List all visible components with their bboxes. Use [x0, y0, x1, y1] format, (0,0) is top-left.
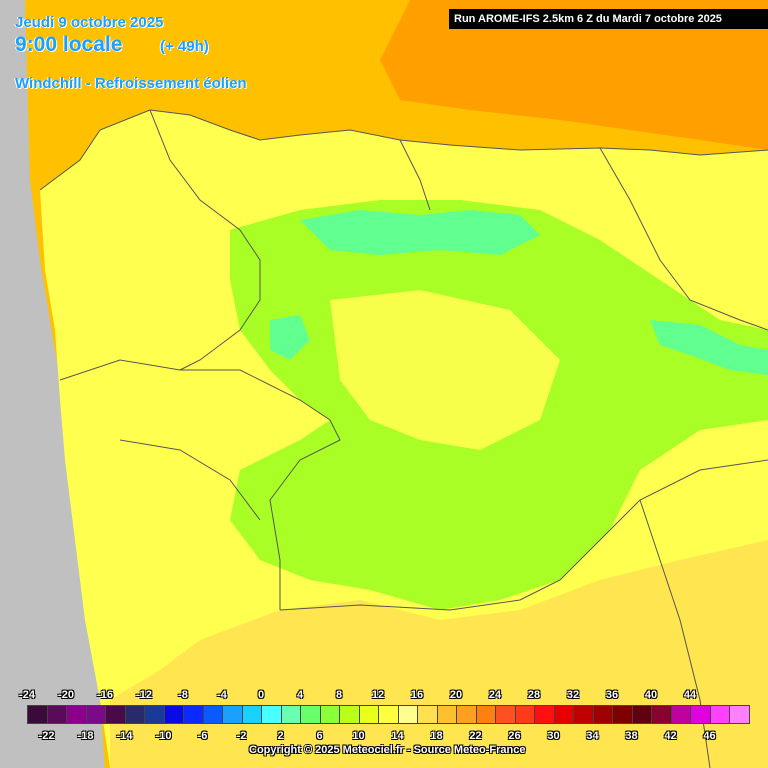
legend-swatch	[514, 705, 535, 724]
legend-label-bottom: -10	[155, 730, 172, 742]
legend-swatch	[300, 705, 321, 724]
legend-label-top: 28	[527, 689, 541, 701]
legend-swatch	[592, 705, 613, 724]
legend-label-top: 20	[449, 689, 463, 701]
legend-label-top: -8	[178, 689, 188, 701]
cold-patch-north	[300, 210, 540, 255]
legend-label-bottom: 10	[352, 730, 365, 742]
legend-label-bottom: 30	[547, 730, 560, 742]
legend-swatch	[631, 705, 652, 724]
legend-label-top: 0	[257, 689, 265, 701]
legend-swatch	[280, 705, 301, 724]
legend-swatch	[456, 705, 477, 724]
cold-patch-east	[650, 320, 768, 375]
legend-label-bottom: 18	[430, 730, 443, 742]
legend-swatch	[261, 705, 282, 724]
legend-swatch	[670, 705, 691, 724]
forecast-lead-time: (+ 49h)	[160, 38, 209, 55]
legend-label-top: 40	[644, 689, 658, 701]
cold-patch-west	[270, 315, 310, 360]
legend-swatch	[124, 705, 145, 724]
legend-swatch	[417, 705, 438, 724]
legend-swatch	[475, 705, 496, 724]
forecast-date: Jeudi 9 octobre 2025	[15, 14, 164, 31]
legend-swatch	[651, 705, 672, 724]
legend-swatch	[46, 705, 67, 724]
warm-sea-area	[380, 0, 768, 150]
legend-swatch	[553, 705, 574, 724]
legend-label-bottom: -6	[197, 730, 208, 742]
legend-label-bottom: 26	[508, 730, 521, 742]
yellow-center	[330, 290, 560, 450]
legend-swatch	[690, 705, 711, 724]
legend-label-top: 16	[410, 689, 424, 701]
legend-label-top: -4	[217, 689, 227, 701]
legend-label-bottom: 22	[469, 730, 482, 742]
legend-swatch	[573, 705, 594, 724]
run-info-banner: Run AROME-IFS 2.5km 6 Z du Mardi 7 octob…	[449, 9, 768, 29]
legend-label-top: -12	[136, 689, 152, 701]
legend-swatch	[105, 705, 126, 724]
copyright-text: Copyright © 2025 Meteociel.fr - Source M…	[249, 744, 526, 756]
legend-swatch	[144, 705, 165, 724]
legend-swatch	[612, 705, 633, 724]
parameter-name: Windchill - Refroissement éolien	[15, 75, 247, 92]
color-legend: -24 -20 -16 -12 -8 -4 0 4 8 12 16 20 24 28 32 36 40 44 -22…	[0, 685, 768, 768]
forecast-hour: 9:00 locale	[15, 33, 123, 56]
legend-swatch	[534, 705, 555, 724]
legend-swatch	[319, 705, 340, 724]
legend-label-bottom: -14	[116, 730, 133, 742]
legend-swatch	[202, 705, 223, 724]
legend-swatch	[222, 705, 243, 724]
legend-label-bottom: 34	[586, 730, 599, 742]
legend-swatch	[339, 705, 360, 724]
legend-swatch	[183, 705, 204, 724]
legend-label-top: 44	[683, 689, 697, 701]
legend-swatch	[358, 705, 379, 724]
legend-label-top: -20	[58, 689, 74, 701]
legend-swatch	[495, 705, 516, 724]
legend-swatch	[85, 705, 106, 724]
legend-label-bottom: 6	[316, 730, 323, 742]
legend-swatch	[163, 705, 184, 724]
legend-label-bottom: -2	[236, 730, 247, 742]
legend-label-top: -16	[97, 689, 113, 701]
legend-swatch	[66, 705, 87, 724]
legend-swatch	[729, 705, 750, 724]
legend-label-bottom: 42	[664, 730, 677, 742]
legend-swatch	[709, 705, 730, 724]
legend-swatch	[241, 705, 262, 724]
legend-label-bottom: 14	[391, 730, 404, 742]
legend-label-top: 8	[335, 689, 343, 701]
no-data-area	[0, 0, 105, 768]
legend-label-bottom: 2	[277, 730, 284, 742]
legend-label-bottom: 38	[625, 730, 638, 742]
legend-label-top: 12	[371, 689, 385, 701]
legend-label-top: -24	[19, 689, 35, 701]
legend-swatch	[436, 705, 457, 724]
legend-label-bottom: -22	[38, 730, 55, 742]
legend-label-bottom: 46	[703, 730, 716, 742]
legend-swatch	[378, 705, 399, 724]
legend-label-top: 24	[488, 689, 502, 701]
legend-label-top: 4	[296, 689, 304, 701]
legend-swatch	[397, 705, 418, 724]
legend-swatch	[27, 705, 48, 724]
legend-label-top: 32	[566, 689, 580, 701]
legend-label-top: 36	[605, 689, 619, 701]
legend-label-bottom: -18	[77, 730, 94, 742]
region-borders	[39, 109, 768, 768]
